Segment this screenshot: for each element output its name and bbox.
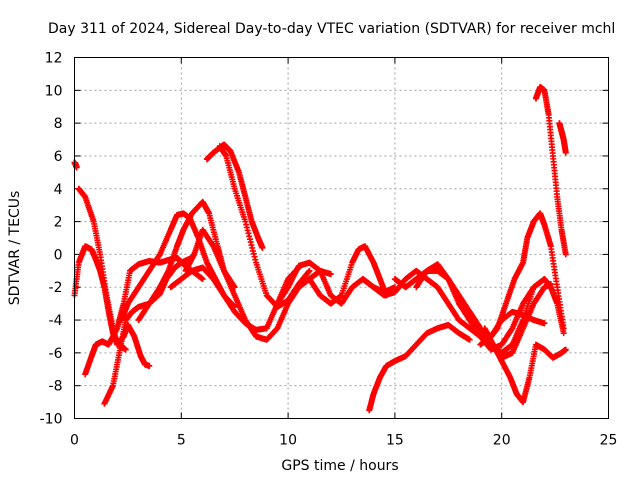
series-track-1 bbox=[71, 159, 80, 171]
data-point bbox=[466, 336, 473, 343]
x-tick-label: 5 bbox=[177, 433, 186, 449]
series-track-11 bbox=[216, 143, 313, 310]
series-track-22 bbox=[556, 120, 569, 156]
series-track-10 bbox=[203, 141, 266, 251]
data-point bbox=[562, 346, 569, 353]
chart-title: Day 311 of 2024, Sidereal Day-to-day VTE… bbox=[48, 21, 615, 37]
y-tick-label: -8 bbox=[49, 379, 63, 395]
series-track-21 bbox=[532, 84, 569, 258]
x-tick-label: 15 bbox=[386, 433, 404, 449]
x-axis-label: GPS time / hours bbox=[281, 458, 398, 474]
y-tick-label: -2 bbox=[49, 280, 63, 296]
data-marks bbox=[71, 84, 569, 414]
data-point bbox=[199, 276, 206, 283]
y-tick-label: 6 bbox=[54, 149, 63, 165]
data-point bbox=[560, 325, 567, 332]
data-point bbox=[562, 149, 569, 156]
series-track-2 bbox=[75, 185, 153, 369]
x-tick-label: 0 bbox=[70, 433, 79, 449]
series-track-15 bbox=[366, 321, 473, 414]
y-tick-label: 4 bbox=[54, 182, 63, 198]
data-point bbox=[547, 280, 554, 287]
y-tick-label: 12 bbox=[45, 51, 63, 67]
y-tick-label: -4 bbox=[49, 313, 63, 329]
x-tick-label: 10 bbox=[279, 433, 297, 449]
x-tick-label: 20 bbox=[493, 433, 511, 449]
plot-frame bbox=[74, 57, 609, 419]
x-tick-label: 25 bbox=[600, 433, 618, 449]
series-track-9 bbox=[182, 226, 334, 343]
data-point bbox=[146, 362, 153, 369]
y-axis-ticks: -10 -8 -6 -4 -2 0 2 4 6 8 10 12 bbox=[40, 51, 609, 428]
data-point bbox=[327, 271, 334, 278]
grid bbox=[74, 57, 609, 419]
y-tick-label: 8 bbox=[54, 116, 63, 132]
data-point bbox=[122, 346, 129, 353]
x-axis-ticks: 0 5 10 15 20 25 bbox=[70, 57, 618, 449]
data-point bbox=[562, 251, 569, 258]
data-point bbox=[259, 244, 266, 251]
y-tick-label: 10 bbox=[45, 83, 63, 99]
y-tick-label: 2 bbox=[54, 215, 63, 231]
data-point bbox=[541, 320, 548, 327]
y-axis-label: SDTVAR / TECUs bbox=[7, 191, 23, 306]
y-tick-label: -10 bbox=[40, 412, 63, 428]
series-track-23 bbox=[477, 308, 548, 348]
y-tick-label: -6 bbox=[49, 346, 63, 362]
y-tick-label: 0 bbox=[54, 247, 63, 263]
data-point bbox=[530, 284, 537, 291]
data-point bbox=[306, 267, 313, 274]
series-track-19 bbox=[481, 325, 569, 406]
